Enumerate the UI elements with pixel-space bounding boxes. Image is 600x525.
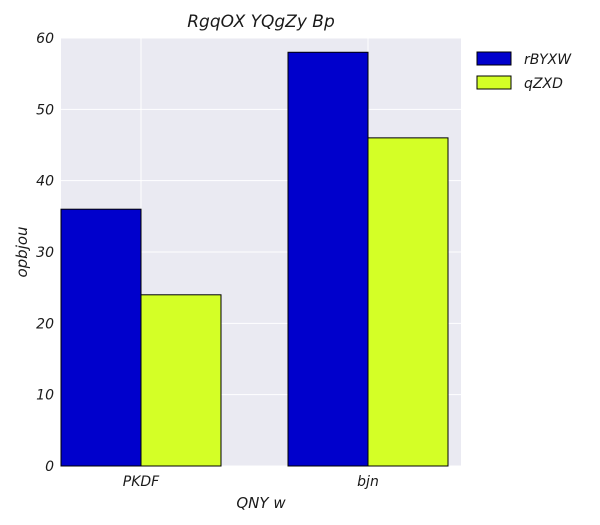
y-axis-ticks: 0 10 20 30 40 50 60 — [36, 31, 54, 475]
bar-qZXD-PKDF — [140, 294, 222, 467]
y-tick-label: 30 — [36, 245, 54, 261]
legend-label-qZXD: qZXD — [524, 76, 563, 92]
x-tick-label: PKDF — [123, 474, 160, 490]
bar-rBYXW-PKDF — [60, 208, 142, 467]
y-tick-label: 0 — [45, 459, 54, 475]
legend: rBYXW qZXD — [476, 51, 572, 92]
legend-swatch-qZXD — [476, 75, 512, 90]
y-tick-label: 20 — [36, 316, 54, 332]
y-tick-label: 50 — [36, 102, 54, 118]
y-tick-label: 60 — [36, 31, 54, 47]
legend-label-rBYXW: rBYXW — [524, 52, 572, 68]
bar-qZXD-bjn — [367, 137, 449, 467]
y-axis-label: opbjou — [13, 226, 31, 277]
y-tick-label: 10 — [36, 388, 54, 404]
x-axis-ticks: PKDF bjn — [123, 474, 379, 490]
bar-rBYXW-bjn — [287, 51, 369, 467]
x-axis-label: QNY w — [236, 494, 286, 512]
legend-swatch-rBYXW — [476, 51, 512, 66]
x-tick-label: bjn — [357, 474, 379, 490]
y-tick-label: 40 — [36, 174, 54, 190]
bars — [60, 51, 449, 467]
chart-title: RgqOX YQgZy Bp — [187, 12, 335, 32]
